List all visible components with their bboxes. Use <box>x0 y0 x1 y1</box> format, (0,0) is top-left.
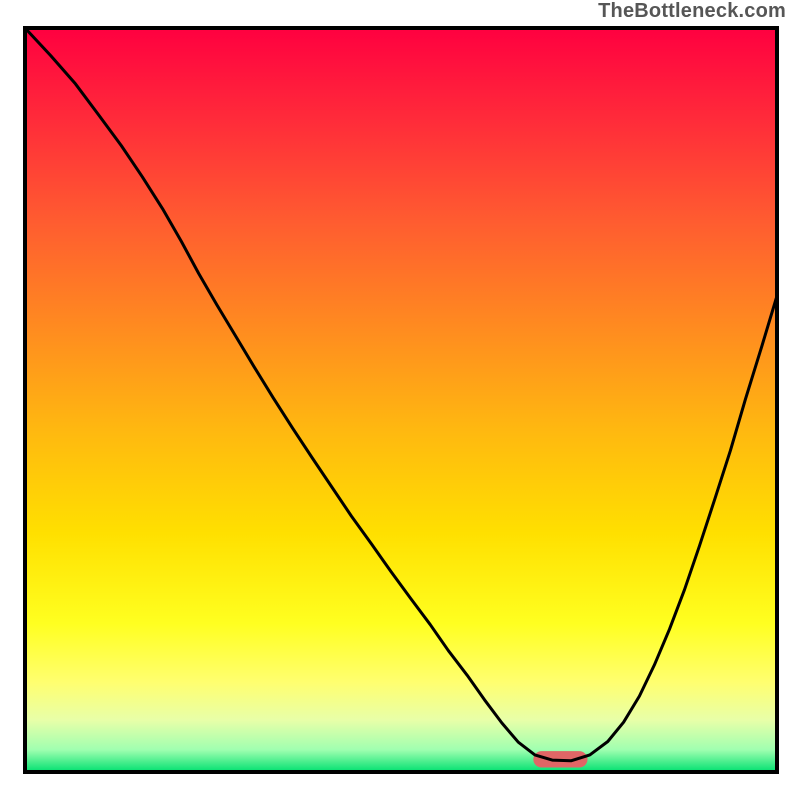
bottleneck-chart <box>0 0 800 800</box>
gradient-background <box>25 28 777 772</box>
watermark-text: TheBottleneck.com <box>598 0 786 23</box>
chart-container: TheBottleneck.com <box>0 0 800 800</box>
